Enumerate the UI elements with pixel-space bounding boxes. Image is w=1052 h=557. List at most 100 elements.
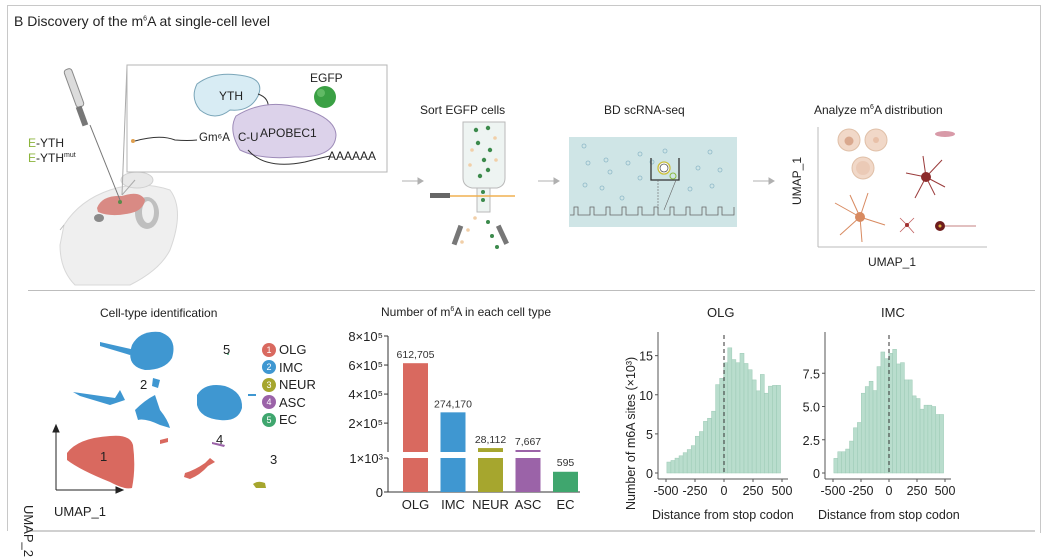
cluster-imc-blobs [73, 331, 256, 428]
bar-value-label: 595 [557, 457, 575, 469]
bar-chart: 0 1×10³ 2×10⁵ 4×10⁵ 6×10⁵ 8×10⁵ 612,705 OLG 274,… [348, 329, 580, 510]
bar-value-label: 7,667 [515, 436, 541, 448]
histogram-bar [939, 414, 944, 474]
cluster-neur-blob [253, 481, 266, 488]
x-tick-label: 250 [743, 484, 764, 498]
histogram-bar [908, 379, 913, 474]
histogram-bar [837, 451, 842, 474]
histogram-bar [695, 435, 700, 474]
y-tick-label: 2.5 [803, 434, 820, 448]
histogram-bar [772, 385, 777, 474]
histogram-bar [853, 427, 858, 474]
histogram-bar [703, 421, 708, 474]
bar-chart-title: Number of m6A in each cell type [381, 305, 551, 319]
histogram-bar [923, 404, 929, 474]
cluster-number-2: 2 [140, 377, 148, 392]
x-tick-label: 500 [935, 484, 956, 498]
histogram-bar [880, 351, 886, 474]
cluster-number-3: 3 [270, 452, 278, 467]
histogram-bar [911, 395, 917, 474]
histogram-bar [735, 362, 741, 474]
legend-swatch: 1 [262, 342, 276, 357]
frame-right-border [1040, 5, 1041, 533]
x-tick-label: NEUR [472, 497, 509, 510]
legend-item-neur: 3 NEUR [262, 376, 316, 394]
histogram-bar [931, 406, 937, 474]
cluster-asc-blob [212, 442, 225, 447]
olg-histogram-title: OLG [707, 305, 735, 320]
legend-swatch: 5 [262, 412, 276, 427]
x-tick-label: IMC [441, 497, 465, 510]
imc-histogram: 0 2.5 5.0 7.5 -500 -250 0 250 500 [803, 332, 956, 498]
c-to-u-label: C-U [238, 132, 259, 144]
histogram-bar [892, 349, 897, 474]
histogram-bar [707, 417, 712, 474]
histogram-bar [719, 378, 724, 474]
x-tick-label: -500 [653, 484, 678, 498]
legend-swatch: 3 [262, 377, 276, 392]
zoom-line [121, 179, 136, 196]
bd-scrna-seq-illustration [569, 137, 737, 227]
histogram-bar [861, 392, 866, 474]
legend-label: OLG [279, 342, 307, 358]
histogram-bar [699, 431, 704, 474]
histogram-bar [876, 366, 882, 474]
legend-swatch: 2 [262, 360, 276, 375]
construct-label-yth: E-YTH [28, 136, 65, 150]
histogram-bar [690, 445, 696, 474]
rna-strand [134, 136, 198, 142]
apobec1-label: APOBEC1 [260, 126, 317, 140]
histogram-bar [904, 379, 909, 474]
x-tick-label: 500 [772, 484, 793, 498]
histogram-bar [666, 461, 672, 474]
histogram-bar [682, 452, 688, 474]
bar-neur-lower [478, 458, 503, 492]
histogram-bar [915, 398, 921, 474]
histogram-bar [896, 363, 901, 474]
legend-item-imc: 2 IMC [262, 359, 316, 377]
histogram-bar [678, 455, 684, 474]
cluster-number-5: 5 [223, 342, 231, 357]
legend-item-ec: 5 EC [262, 411, 316, 429]
histogram-bar [686, 449, 692, 474]
legend-item-asc: 4 ASC [262, 394, 316, 412]
gm6a-label: Gm⁶A [199, 132, 230, 144]
olg-y-axis-label: Number of m6A sites (×10³) [624, 356, 638, 510]
bar-neur-upper [478, 448, 503, 452]
y-tick-label: 7.5 [803, 367, 820, 381]
polya-label: AAAAAA [328, 149, 377, 163]
cell-sorter-illustration [430, 121, 515, 249]
legend-label: ASC [279, 394, 306, 410]
histogram-bar [849, 440, 854, 474]
histogram-bar [776, 385, 781, 474]
histogram-bar [674, 457, 680, 474]
histogram-bar [670, 460, 676, 474]
section-divider [28, 290, 1035, 291]
y-tick-label: 0 [813, 467, 820, 481]
histogram-bar [841, 451, 846, 474]
syringe-icon [63, 68, 121, 201]
bar-olg-upper [403, 363, 428, 452]
olg-x-axis-label: Distance from stop codon [652, 508, 794, 522]
egfp-icon [314, 86, 336, 108]
histogram-bar [764, 392, 769, 474]
imc-x-axis-label: Distance from stop codon [818, 508, 960, 522]
bar-value-label: 274,170 [434, 398, 472, 410]
cluster-olg-blobs [67, 435, 215, 489]
y-tick-label: 1×10³ [349, 451, 383, 466]
histogram-bar [868, 380, 874, 474]
cluster-ec-blob [227, 353, 229, 355]
histogram-bar [864, 386, 870, 474]
bar-imc-upper [440, 412, 466, 452]
frame-left-border [7, 5, 8, 531]
y-tick-label: 15 [639, 350, 653, 364]
zoom-line [121, 64, 128, 196]
histogram-bar [884, 358, 889, 474]
x-tick-label: -500 [820, 484, 845, 498]
legend-label: IMC [279, 359, 303, 375]
frame-top-border [7, 5, 1041, 6]
x-tick-label: -250 [848, 484, 873, 498]
legend-label: NEUR [279, 377, 316, 393]
egfp-label: EGFP [310, 71, 343, 85]
bar-asc-upper [515, 450, 541, 452]
